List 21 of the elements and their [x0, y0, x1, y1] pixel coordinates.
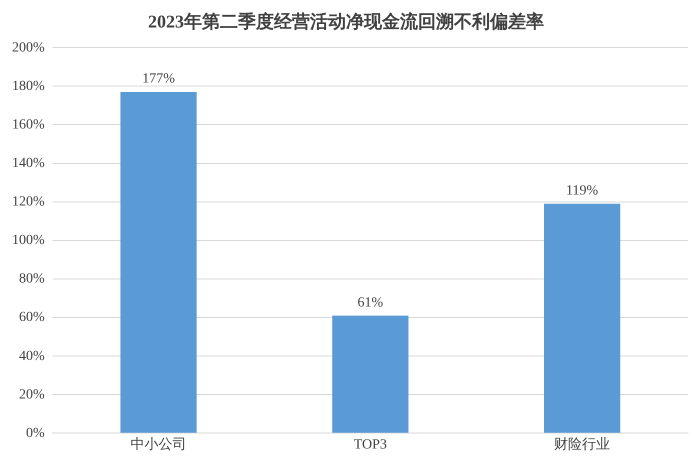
y-tick-label: 100%: [12, 233, 45, 248]
y-tick-label: 20%: [18, 387, 45, 402]
bar: [120, 92, 197, 433]
chart-title: 2023年第二季度经营活动净现金流回溯不利偏差率: [148, 11, 544, 32]
y-tick-label: 0%: [26, 426, 45, 441]
data-label: 119%: [566, 183, 599, 198]
y-tick-label: 200%: [12, 40, 45, 56]
y-tick-label: 40%: [18, 348, 45, 364]
x-tick-label: 中小公司: [130, 436, 187, 452]
y-tick-label: 180%: [12, 78, 45, 94]
bar: [332, 316, 408, 433]
data-label: 177%: [142, 72, 176, 87]
bar: [544, 204, 620, 433]
y-tick-label: 80%: [18, 272, 45, 287]
y-tick-label: 140%: [12, 156, 45, 171]
x-tick-label: TOP3: [354, 437, 387, 452]
data-label: 61%: [357, 295, 384, 310]
y-tick-label: 60%: [18, 310, 45, 326]
x-tick-label: 财险行业: [554, 436, 610, 452]
y-tick-label: 160%: [12, 117, 45, 132]
y-tick-label: 120%: [12, 194, 45, 210]
